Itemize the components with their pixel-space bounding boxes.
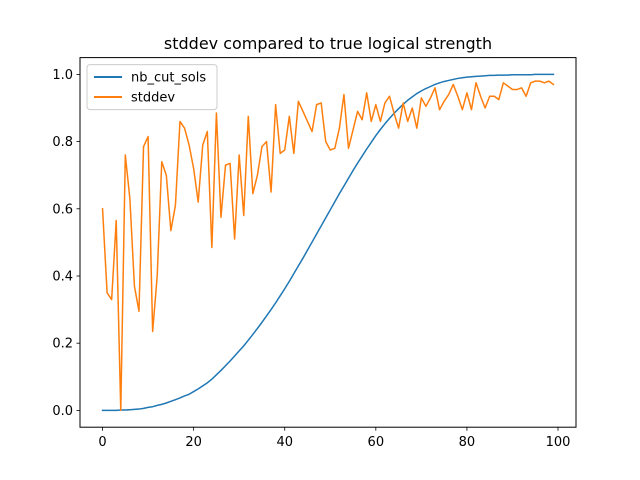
x-tick-label: 40 [276, 435, 293, 450]
legend-box [86, 64, 218, 111]
chart-title: stddev compared to true logical strength [164, 34, 492, 53]
y-tick-label: 0.4 [52, 270, 73, 285]
x-tick-label: 80 [459, 435, 476, 450]
legend: nb_cut_sols stddev [86, 64, 218, 111]
y-tick-label: 0.0 [52, 404, 73, 419]
plot-lines [101, 73, 555, 412]
series-line-stddev [101, 80, 555, 412]
x-tick-label: 0 [98, 435, 106, 450]
x-tick-label: 100 [546, 435, 571, 450]
x-axis: 0 20 40 60 80 100 [98, 427, 570, 450]
plot-frame [79, 57, 577, 428]
x-tick-label: 20 [185, 435, 202, 450]
y-tick-label: 1.0 [52, 68, 73, 83]
y-tick-label: 0.2 [52, 337, 73, 352]
y-tick-label: 0.6 [52, 202, 73, 217]
legend-label-nb-cut-sols: nb_cut_sols [131, 71, 206, 86]
x-tick-label: 60 [368, 435, 385, 450]
legend-label-stddev: stddev [131, 91, 175, 106]
y-axis: 0.0 0.2 0.4 0.6 0.8 1.0 [52, 68, 80, 419]
y-tick-label: 0.8 [52, 135, 73, 150]
series-line-nb-cut-sols [101, 73, 555, 412]
